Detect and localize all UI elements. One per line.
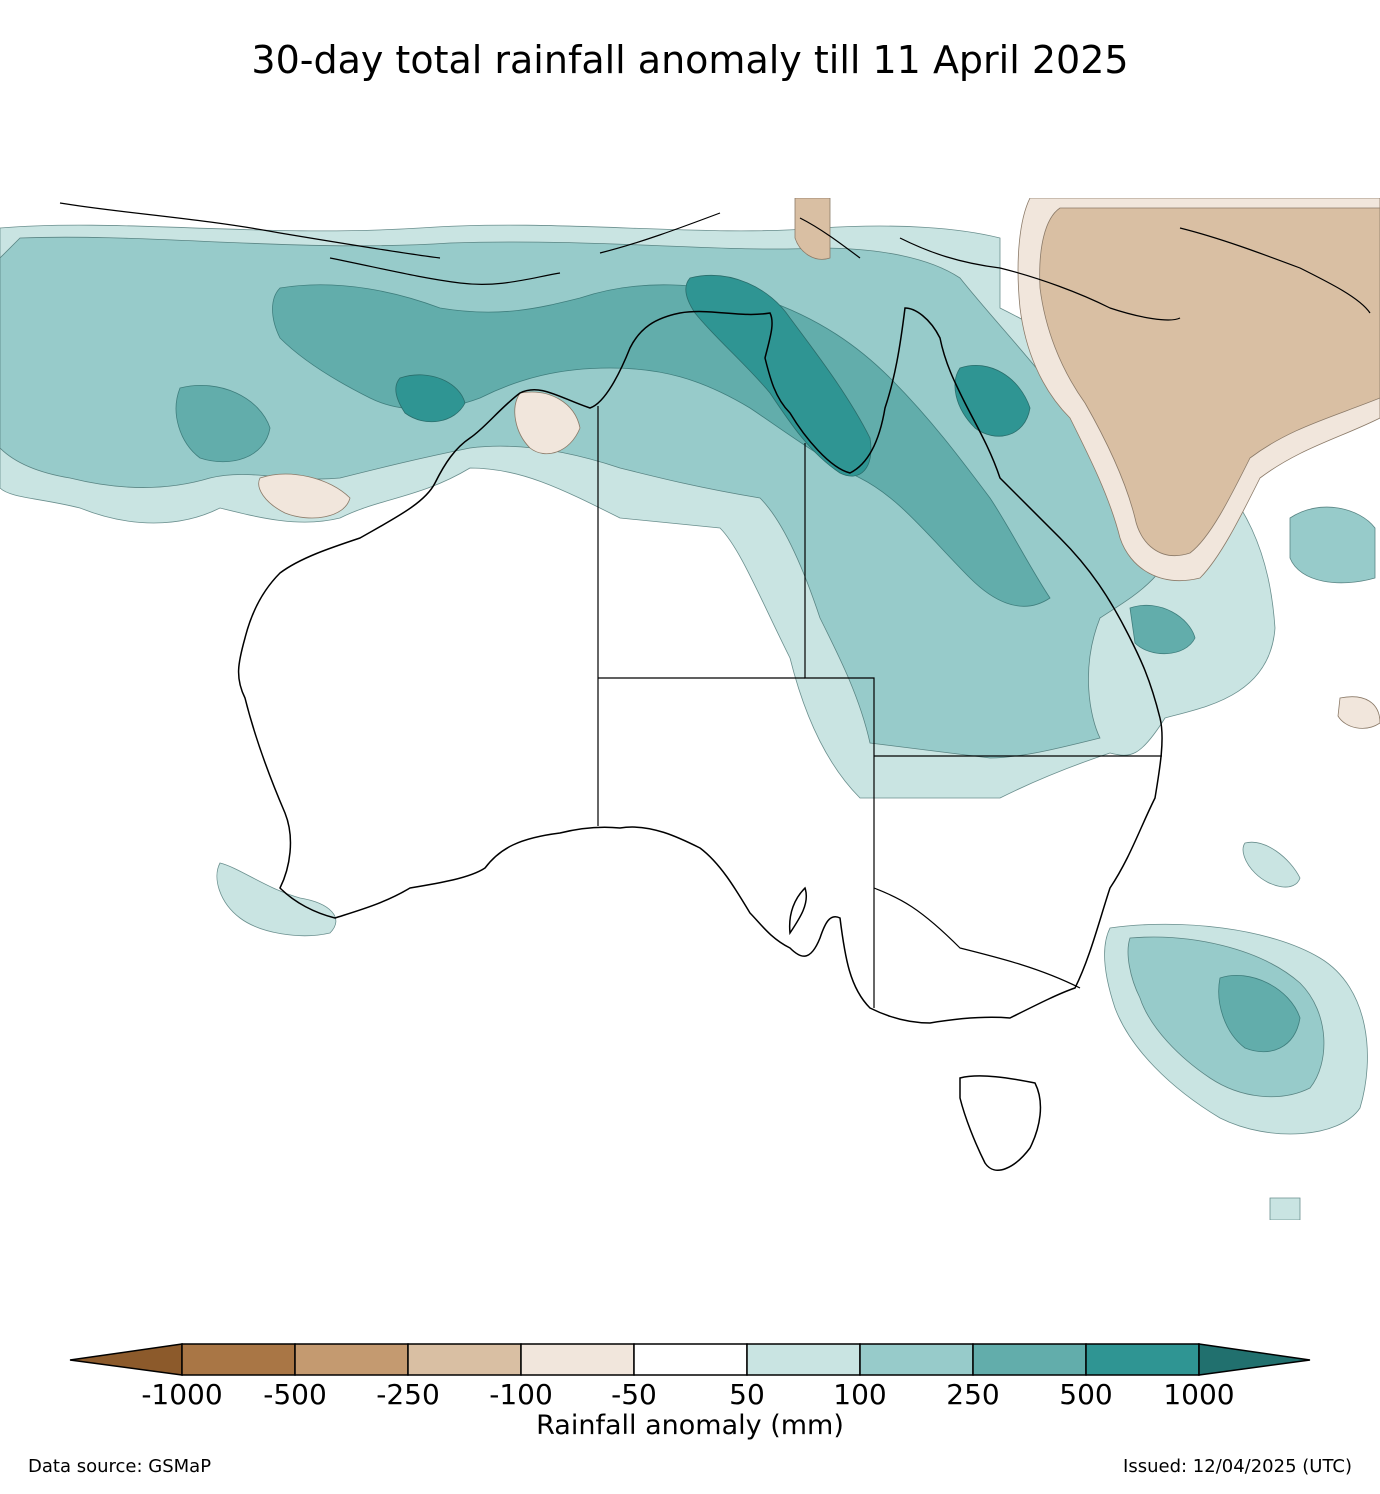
colorbar-tick: 500 xyxy=(1059,1378,1113,1411)
colorbar-swatch xyxy=(859,1343,974,1376)
data-source: Data source: GSMaP xyxy=(28,1456,212,1477)
colorbar-tick: -1000 xyxy=(141,1378,223,1411)
colorbar-swatch xyxy=(294,1343,409,1376)
issued-date: Issued: 12/04/2025 (UTC) xyxy=(1123,1456,1352,1477)
anomaly-negative-shading xyxy=(258,198,1380,729)
colorbar-swatch xyxy=(1085,1343,1200,1376)
indonesia-png-coastlines xyxy=(59,202,1371,321)
colorbar-swatch xyxy=(746,1343,861,1376)
colorbar-swatch xyxy=(407,1343,522,1376)
colorbar xyxy=(0,1330,1380,1400)
colorbar-tick: 250 xyxy=(946,1378,1000,1411)
colorbar-tick: -500 xyxy=(263,1378,327,1411)
colorbar-tick: -250 xyxy=(376,1378,440,1411)
state-borders xyxy=(597,406,1162,1008)
colorbar-swatch xyxy=(633,1343,748,1376)
colorbar-tick: 100 xyxy=(833,1378,887,1411)
colorbar-low-extend xyxy=(69,1343,183,1376)
colorbar-swatch xyxy=(972,1343,1087,1376)
colorbar-tick: -100 xyxy=(489,1378,553,1411)
colorbar-swatch xyxy=(520,1343,635,1376)
map-title: 30-day total rainfall anomaly till 11 Ap… xyxy=(251,38,1129,82)
colorbar-high-extend xyxy=(1198,1343,1311,1376)
colorbar-label: Rainfall anomaly (mm) xyxy=(536,1410,844,1441)
colorbar-tick: -50 xyxy=(611,1378,657,1411)
australia-coastline xyxy=(237,307,1163,1171)
colorbar-tick: 50 xyxy=(729,1378,765,1411)
colorbar-tick: 1000 xyxy=(1163,1378,1235,1411)
rainfall-map xyxy=(0,198,1380,1220)
anomaly-250-500-shading xyxy=(175,284,1301,1052)
colorbar-swatch xyxy=(181,1343,296,1376)
